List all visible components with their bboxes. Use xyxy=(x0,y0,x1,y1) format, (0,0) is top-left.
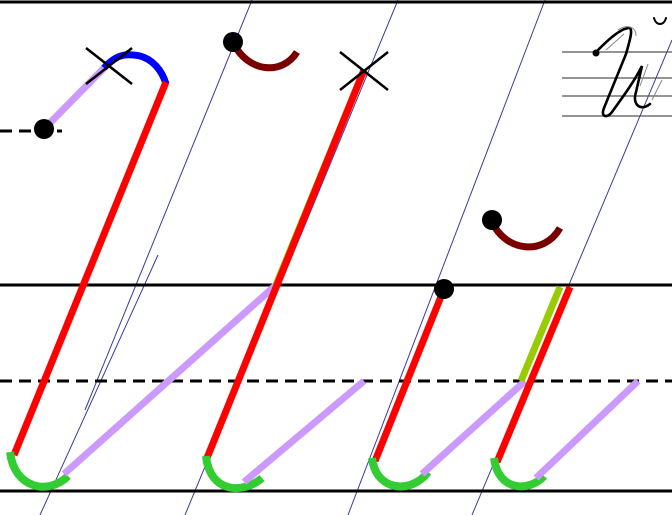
ruling xyxy=(0,0,672,493)
small-bottom-loop-stroke xyxy=(368,457,432,491)
cross-marks xyxy=(85,47,389,91)
breve-mark-stroke xyxy=(230,42,300,72)
slant-guide-line xyxy=(84,0,253,411)
small-main-down-stroke xyxy=(371,287,448,463)
start-points xyxy=(34,32,502,299)
cross-mark-icon xyxy=(339,51,389,91)
letter-sample-thumbnail xyxy=(562,17,672,118)
exit-connector-stroke xyxy=(241,378,367,485)
small-second-bottom-loop-stroke xyxy=(490,457,548,491)
sample-hint-arc xyxy=(617,26,637,37)
second-down-stroke xyxy=(203,68,368,460)
start-point-dot xyxy=(482,210,502,230)
capital-letter-strokes xyxy=(6,42,368,493)
top-cap-arc-stroke xyxy=(101,51,170,86)
sample-arrow xyxy=(651,79,663,101)
cross-mark-icon xyxy=(85,47,133,85)
sample-breve-glyph xyxy=(653,17,667,25)
second-bottom-loop-stroke xyxy=(202,455,265,493)
start-point-dot xyxy=(34,119,54,139)
main-down-stroke xyxy=(10,80,170,457)
slant-guide-line xyxy=(347,0,546,515)
sample-arrow xyxy=(639,63,649,87)
small-letter-strokes xyxy=(368,220,641,491)
start-point-dot xyxy=(223,32,243,52)
sample-letter-glyph xyxy=(594,26,652,118)
small-up-connector-stroke xyxy=(419,378,528,477)
small-second-down-stroke xyxy=(493,285,574,464)
small-retrace-up-stroke xyxy=(517,285,564,383)
start-point-dot xyxy=(434,279,454,299)
small-breve-mark-stroke xyxy=(488,220,564,251)
small-exit-connector-stroke xyxy=(533,378,641,481)
up-connector-stroke xyxy=(61,282,279,477)
slant-guide-line xyxy=(39,254,159,515)
bottom-loop-stroke xyxy=(6,451,71,491)
sample-arrow xyxy=(605,33,625,51)
sample-start-point xyxy=(592,49,600,57)
